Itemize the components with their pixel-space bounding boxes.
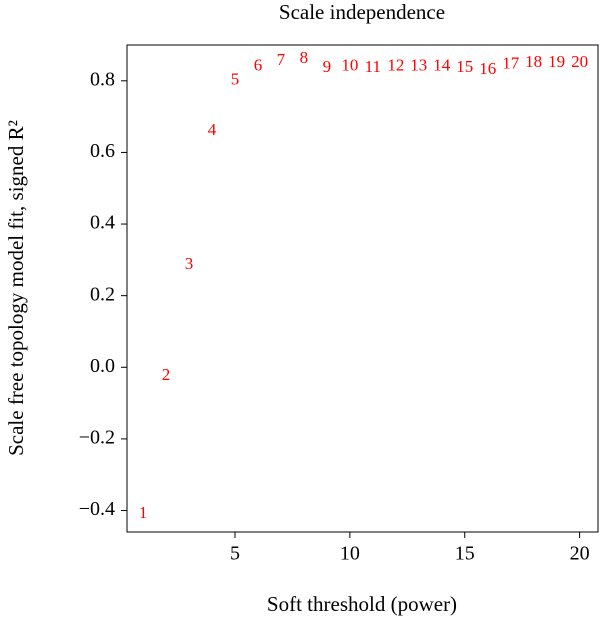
- x-tick-label: 5: [230, 543, 240, 565]
- y-tick-label: 0.8: [90, 68, 115, 90]
- point-label: 15: [456, 57, 473, 76]
- y-tick-label: −0.2: [79, 426, 115, 448]
- point-label: 7: [277, 50, 286, 69]
- point-label: 17: [502, 54, 520, 73]
- point-label: 5: [231, 70, 240, 89]
- point-label: 20: [571, 52, 588, 71]
- point-label: 14: [433, 55, 451, 74]
- point-label: 1: [139, 503, 148, 522]
- y-tick-label: 0.2: [90, 283, 115, 305]
- x-tick-label: 20: [570, 543, 590, 565]
- y-tick-label: 0.0: [90, 355, 115, 377]
- chart-title: Scale independence: [279, 0, 445, 24]
- point-label: 16: [479, 59, 496, 78]
- x-tick-label: 10: [340, 543, 360, 565]
- y-tick-label: 0.6: [90, 140, 115, 162]
- y-tick-label: −0.4: [79, 498, 115, 520]
- x-tick-label: 15: [455, 543, 475, 565]
- y-axis-label: Scale free topology model fit, signed R²: [4, 120, 28, 456]
- point-label: 12: [387, 55, 404, 74]
- plot-frame: [126, 44, 599, 533]
- x-axis-label: Soft threshold (power): [267, 592, 457, 616]
- point-label: 19: [548, 52, 565, 71]
- point-label: 2: [162, 365, 171, 384]
- point-label: 8: [300, 48, 309, 67]
- point-label: 18: [525, 52, 542, 71]
- point-label: 9: [323, 57, 332, 76]
- point-label: 11: [365, 57, 381, 76]
- point-label: 3: [185, 254, 194, 273]
- point-label: 4: [208, 120, 217, 139]
- point-label: 10: [341, 55, 358, 74]
- y-tick-label: 0.4: [90, 212, 115, 234]
- point-label: 13: [410, 55, 427, 74]
- point-label: 6: [254, 55, 263, 74]
